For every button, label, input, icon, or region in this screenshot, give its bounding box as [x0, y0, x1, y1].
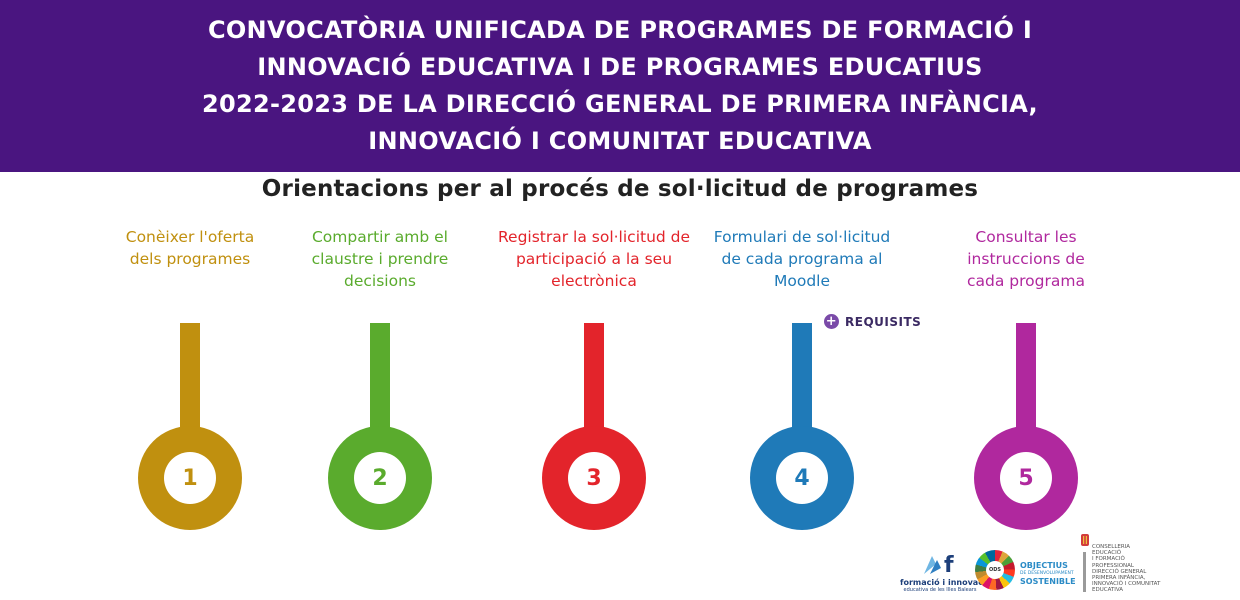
- step-1-label-line: dels programes: [129, 250, 251, 268]
- step-3-label-line: participació a la seu: [515, 250, 673, 268]
- step-5-number: 5: [1000, 452, 1052, 504]
- step-1-stem: [180, 323, 200, 433]
- govern-text-line: EDUCACIÓ: [1092, 550, 1122, 557]
- ods-logo: ODS OBJECTIUS DE DESENVOLUPAMENT SOSTENI…: [972, 548, 1076, 592]
- step-4-label-line: Moodle: [773, 272, 831, 290]
- formacio-logo-mark-icon: f: [924, 553, 954, 576]
- step-5-label-line: Consultar les: [975, 228, 1077, 246]
- formacio-logo-subtext: educativa de les Illes Balears: [903, 587, 977, 593]
- step-5-stem: [1016, 323, 1036, 433]
- step-5-label-line: cada programa: [967, 272, 1085, 290]
- step-4-number: 4: [776, 452, 828, 504]
- banner-title-line-2: INNOVACIÓ EDUCATIVA I DE PROGRAMES EDUCA…: [257, 53, 983, 81]
- ods-text-line-1: OBJECTIUS: [1020, 561, 1068, 570]
- step-2: Compartir amb el claustre i prendre deci…: [280, 226, 480, 536]
- banner-title-line-3: 2022-2023 DE LA DIRECCIÓ GENERAL DE PRIM…: [202, 90, 1038, 118]
- step-1-label-line: Conèixer l'oferta: [125, 228, 255, 246]
- step-3-number: 3: [568, 452, 620, 504]
- step-2-label: Compartir amb el claustre i prendre deci…: [280, 226, 480, 292]
- step-2-label-line: claustre i prendre: [311, 250, 449, 268]
- step-3-label-line: Registrar la sol·licitud de: [497, 228, 691, 246]
- step-4-disc: 4: [750, 426, 854, 530]
- step-1-label: Conèixer l'oferta dels programes: [90, 226, 290, 270]
- govern-logo-text: CONSELLERIA EDUCACIÓ I FORMACIÓ PROFESSI…: [1092, 544, 1160, 594]
- step-1: Conèixer l'oferta dels programes 1: [90, 226, 290, 536]
- requisits-label: REQUISITS: [845, 314, 922, 329]
- step-4-stem: [792, 323, 812, 433]
- govern-text-line: PRIMERA INFÀNCIA,: [1092, 575, 1146, 582]
- step-2-label-line: Compartir amb el: [311, 228, 448, 246]
- crest-icon: [1081, 534, 1089, 546]
- step-3-label-line: electrònica: [551, 272, 637, 290]
- step-1-number: 1: [164, 452, 216, 504]
- step-4-label: Formulari de sol·licitud de cada program…: [702, 226, 902, 292]
- page-subtitle: Orientacions per al procés de sol·licitu…: [261, 176, 979, 202]
- govern-text-line: PROFESSIONAL: [1092, 562, 1134, 569]
- step-2-disc: 2: [328, 426, 432, 530]
- govern-text-line: I FORMACIÓ: [1092, 556, 1125, 563]
- govern-divider: [1083, 552, 1086, 592]
- plus-circle-icon: +: [824, 314, 839, 329]
- govern-text-line: DIRECCIÓ GENERAL: [1092, 568, 1147, 575]
- header-banner: CONVOCATÒRIA UNIFICADA DE PROGRAMES DE F…: [0, 0, 1240, 172]
- step-4-label-line: de cada programa al: [721, 250, 883, 268]
- govern-text-line: EDUCATIVA: [1092, 587, 1124, 594]
- step-2-label-line: decisions: [344, 272, 416, 290]
- step-5-label-line: instruccions de: [967, 250, 1085, 268]
- ods-text-line-3: SOSTENIBLE: [1020, 577, 1076, 586]
- step-4: Formulari de sol·licitud de cada program…: [702, 226, 902, 536]
- step-2-stem: [370, 323, 390, 433]
- step-3-disc: 3: [542, 426, 646, 530]
- step-4-label-line: Formulari de sol·licitud: [713, 228, 891, 246]
- step-3: Registrar la sol·licitud de participació…: [494, 226, 694, 536]
- step-5-disc: 5: [974, 426, 1078, 530]
- step-3-stem: [584, 323, 604, 433]
- svg-text:f: f: [944, 553, 954, 576]
- banner-title-line-4: INNOVACIÓ I COMUNITAT EDUCATIVA: [368, 127, 872, 155]
- banner-title-line-1: CONVOCATÒRIA UNIFICADA DE PROGRAMES DE F…: [207, 16, 1033, 44]
- ods-center-label: ODS: [986, 561, 1004, 579]
- step-3-label: Registrar la sol·licitud de participació…: [494, 226, 694, 292]
- govern-text-line: INNOVACIÓ I COMUNITAT: [1092, 581, 1161, 588]
- formacio-logo-text: formació i innovació: [900, 578, 992, 587]
- step-2-number: 2: [354, 452, 406, 504]
- requisits-link[interactable]: + REQUISITS: [824, 314, 921, 329]
- step-1-disc: 1: [138, 426, 242, 530]
- step-5: Consultar les instruccions de cada progr…: [926, 226, 1126, 536]
- step-5-label: Consultar les instruccions de cada progr…: [926, 226, 1126, 292]
- govern-logo: CONSELLERIA EDUCACIÓ I FORMACIÓ PROFESSI…: [1080, 532, 1160, 598]
- ods-text-line-2: DE DESENVOLUPAMENT: [1020, 571, 1074, 576]
- formacio-innovacio-logo: f formació i innovació educativa de les …: [900, 550, 992, 594]
- govern-text-line: CONSELLERIA: [1092, 544, 1131, 550]
